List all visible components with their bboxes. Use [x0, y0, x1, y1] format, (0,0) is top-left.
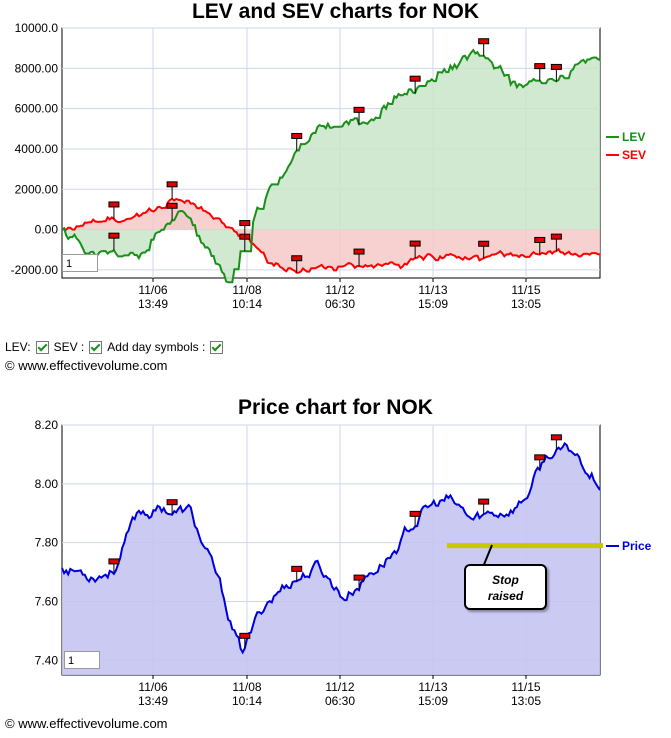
lev-chart-title: LEV and SEV charts for NOK — [191, 0, 480, 23]
sev-day-marker — [166, 181, 178, 199]
lev-legend-label: LEV — [622, 130, 645, 144]
lev-area — [62, 50, 600, 283]
lev-y-tick-label: 6000.00 — [15, 102, 59, 116]
sev-day-marker — [409, 240, 421, 259]
lev-y-tick-label: 10000.0 — [15, 21, 59, 35]
price-x-tick-date: 11/12 — [325, 680, 354, 694]
sev-day-marker — [291, 255, 303, 273]
lev-day-marker — [409, 75, 421, 94]
price-y-tick-label: 7.80 — [35, 536, 59, 550]
price-y-tick-label: 8.00 — [35, 477, 59, 491]
price-zoom-input[interactable]: 1 — [64, 651, 100, 669]
price-x-tick-date: 11/06 — [138, 680, 167, 694]
lev-day-marker — [291, 132, 303, 151]
price-legend: Price — [606, 539, 652, 553]
price-y-axis: 8.20 8.00 7.80 7.60 7.40 — [35, 418, 59, 667]
lev-x-tick-date: 11/08 — [232, 283, 261, 297]
lev-y-tick-label: -2000.00 — [11, 263, 59, 277]
price-chart-title: Price chart for NOK — [238, 396, 433, 419]
sev-area — [62, 198, 600, 273]
lev-y-tick-label: 8000.00 — [15, 61, 59, 75]
lev-day-marker — [353, 106, 365, 125]
price-plot-area — [61, 424, 601, 676]
lev-x-tick-date: 11/06 — [138, 283, 167, 297]
price-x-tick-time: 06:30 — [325, 694, 355, 708]
lev-day-marker — [166, 202, 178, 221]
lev-y-tick-label: 2000.00 — [15, 182, 59, 196]
lev-checkbox[interactable] — [35, 340, 49, 354]
sev-day-marker — [108, 201, 120, 219]
lev-series-line — [61, 48, 601, 284]
lev-day-marker — [534, 63, 546, 81]
price-legend-label: Price — [622, 539, 652, 553]
sev-series-line — [61, 197, 601, 274]
price-x-tick-time: 13:05 — [511, 694, 541, 708]
price-day-marker — [534, 454, 546, 470]
price-day-marker — [239, 632, 251, 649]
lev-day-marker — [478, 38, 490, 56]
price-day-marker — [291, 565, 303, 582]
price-day-marker — [478, 498, 490, 515]
day-symbols-checkbox[interactable] — [210, 340, 224, 354]
price-day-marker — [166, 499, 178, 515]
sev-legend-label: SEV — [622, 148, 646, 162]
lev-y-tick-label: 4000.00 — [15, 142, 59, 156]
price-y-tick-label: 7.40 — [35, 653, 59, 667]
lev-zoom-input[interactable]: 1 — [62, 254, 98, 272]
lev-day-marker — [108, 232, 120, 251]
lev-day-marker — [550, 63, 562, 82]
price-day-marker — [108, 558, 120, 574]
lev-x-tick-time: 15:09 — [418, 297, 448, 311]
lev-toggle-label: LEV: — [5, 340, 31, 354]
lev-x-tick-date: 11/12 — [325, 283, 354, 297]
sev-day-marker — [478, 240, 490, 259]
day-symbols-label: Add day symbols : — [107, 340, 206, 354]
price-x-tick-time: 10:14 — [232, 694, 262, 708]
price-x-tick-time: 15:09 — [418, 694, 448, 708]
lev-x-tick-time: 10:14 — [232, 297, 262, 311]
price-series-line — [61, 441, 601, 655]
callout-line-2: raised — [487, 589, 524, 603]
price-day-marker — [353, 574, 365, 591]
lev-legend: LEV SEV — [606, 130, 646, 162]
lev-sev-chart: 10000.0 8000.00 6000.00 4000.00 2000.00 0.00 -… — [11, 21, 646, 311]
lev-y-tick-label: 0.00 — [35, 223, 59, 237]
price-day-marker — [409, 510, 421, 527]
price-y-tick-label: 7.60 — [35, 594, 59, 608]
sev-day-marker — [550, 233, 562, 252]
sev-day-marker — [239, 220, 251, 238]
credit-text: © www.effectivevolume.com — [5, 358, 168, 373]
sev-toggle-label: SEV : — [53, 340, 85, 354]
stop-raised-callout: Stop raised — [464, 564, 547, 610]
price-grid — [62, 424, 600, 675]
price-x-tick-date: 11/08 — [232, 680, 261, 694]
price-x-tick-time: 13:49 — [138, 694, 168, 708]
price-x-tick-date: 11/15 — [511, 680, 540, 694]
price-day-markers — [108, 434, 562, 649]
price-area — [62, 443, 600, 675]
lev-x-tick-date: 11/13 — [418, 283, 447, 297]
price-x-tick-date: 11/13 — [418, 680, 447, 694]
price-y-tick-label: 8.20 — [35, 418, 59, 432]
lev-x-tick-time: 06:30 — [325, 297, 355, 311]
lev-y-axis: 10000.0 8000.00 6000.00 4000.00 2000.00 0.00 -… — [11, 21, 59, 277]
sev-day-marker — [534, 236, 546, 255]
sev-checkbox[interactable] — [89, 340, 103, 354]
lev-x-tick-date: 11/15 — [511, 283, 540, 297]
lev-x-tick-time: 13:05 — [511, 297, 541, 311]
price-day-marker — [550, 434, 562, 450]
sev-day-marker — [353, 248, 365, 267]
callout-line-1: Stop — [492, 573, 519, 587]
series-toggles: LEV: SEV : Add day symbols : — [5, 340, 225, 354]
credit-text-bottom: © www.effectivevolume.com — [5, 716, 168, 731]
lev-day-markers — [108, 38, 562, 273]
lev-x-tick-time: 13:49 — [138, 297, 168, 311]
